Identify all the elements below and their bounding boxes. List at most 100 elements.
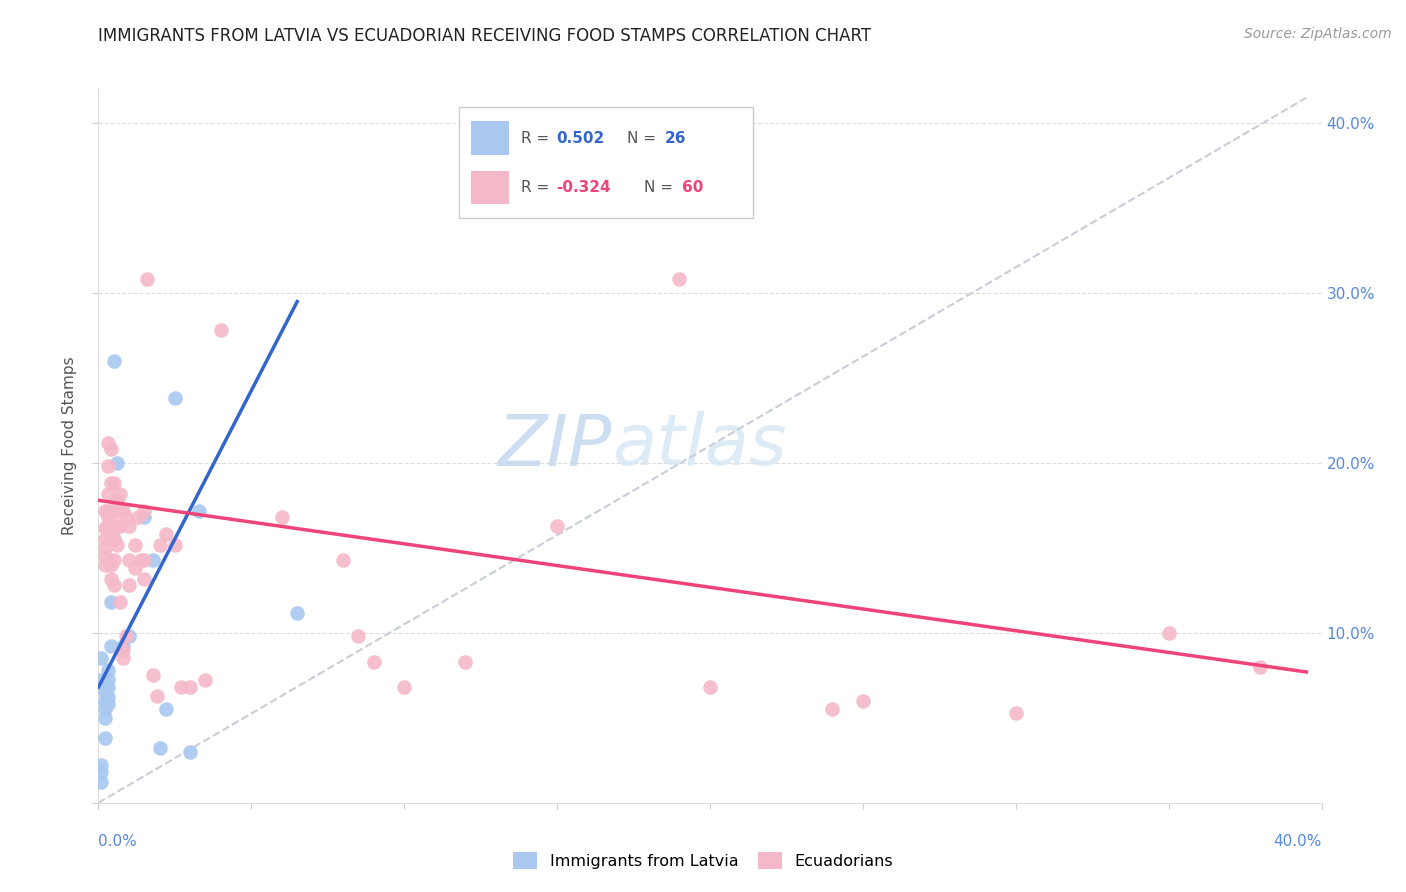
Point — [103, 533, 125, 547]
Text: Source: ZipAtlas.com: Source: ZipAtlas.com — [1244, 27, 1392, 41]
Point — [821, 702, 844, 716]
Point — [103, 533, 125, 547]
Point — [546, 519, 568, 533]
Point — [124, 537, 146, 551]
Point — [149, 537, 172, 551]
Point — [97, 680, 120, 694]
Point — [105, 456, 128, 470]
Point — [97, 459, 120, 474]
Point — [852, 694, 875, 708]
Point — [149, 741, 172, 756]
Point — [699, 680, 721, 694]
Point — [118, 553, 141, 567]
Point — [179, 745, 201, 759]
Point — [93, 685, 115, 699]
Point — [97, 663, 120, 677]
Text: 40.0%: 40.0% — [1274, 834, 1322, 849]
Point — [93, 503, 115, 517]
Point — [188, 503, 211, 517]
Point — [155, 527, 177, 541]
Point — [97, 486, 120, 500]
Point — [179, 680, 201, 694]
Point — [97, 672, 120, 686]
Point — [668, 272, 690, 286]
Point — [142, 553, 165, 567]
Point — [108, 486, 131, 500]
Point — [93, 731, 115, 746]
Point — [363, 655, 385, 669]
Point — [105, 519, 128, 533]
Point — [90, 758, 112, 772]
Point — [347, 629, 370, 643]
Point — [270, 510, 292, 524]
Point — [97, 435, 120, 450]
Point — [145, 689, 167, 703]
Point — [100, 572, 122, 586]
Point — [103, 503, 125, 517]
Point — [97, 519, 120, 533]
Point — [105, 493, 128, 508]
Point — [111, 643, 134, 657]
Point — [103, 354, 125, 368]
Point — [100, 476, 122, 491]
Point — [124, 561, 146, 575]
Point — [134, 553, 156, 567]
Point — [1157, 626, 1180, 640]
Point — [93, 549, 115, 564]
Point — [209, 323, 232, 337]
Point — [100, 442, 122, 457]
Point — [103, 519, 125, 533]
Point — [103, 476, 125, 491]
Point — [163, 537, 186, 551]
Point — [134, 510, 156, 524]
Text: atlas: atlas — [612, 411, 787, 481]
Point — [134, 503, 156, 517]
Point — [194, 673, 217, 688]
Point — [100, 503, 122, 517]
Point — [93, 711, 115, 725]
Point — [111, 651, 134, 665]
Point — [97, 510, 120, 524]
Point — [105, 503, 128, 517]
Text: ZIP: ZIP — [498, 411, 612, 481]
Point — [134, 572, 156, 586]
Point — [93, 558, 115, 572]
Point — [332, 553, 354, 567]
Point — [103, 578, 125, 592]
Point — [136, 272, 159, 286]
Point — [100, 533, 122, 547]
Point — [97, 690, 120, 705]
Point — [170, 680, 193, 694]
Point — [90, 765, 112, 780]
Point — [93, 702, 115, 716]
Point — [93, 533, 115, 547]
Point — [392, 680, 416, 694]
Point — [285, 606, 308, 620]
Point — [90, 673, 112, 688]
Point — [115, 510, 138, 524]
Point — [108, 519, 131, 533]
Point — [90, 775, 112, 789]
Point — [115, 629, 138, 643]
Point — [97, 698, 120, 712]
Y-axis label: Receiving Food Stamps: Receiving Food Stamps — [62, 357, 77, 535]
Point — [111, 503, 134, 517]
Point — [1004, 706, 1026, 720]
Point — [1249, 660, 1271, 674]
Point — [97, 503, 120, 517]
Point — [163, 392, 186, 406]
Point — [93, 520, 115, 534]
Point — [118, 519, 141, 533]
Point — [100, 595, 122, 609]
Point — [454, 655, 477, 669]
Point — [93, 694, 115, 708]
Point — [111, 640, 134, 654]
Point — [108, 503, 131, 517]
Point — [129, 553, 152, 567]
Text: IMMIGRANTS FROM LATVIA VS ECUADORIAN RECEIVING FOOD STAMPS CORRELATION CHART: IMMIGRANTS FROM LATVIA VS ECUADORIAN REC… — [98, 27, 872, 45]
Point — [127, 510, 149, 524]
Text: 0.0%: 0.0% — [98, 834, 138, 849]
Point — [142, 668, 165, 682]
Point — [108, 595, 131, 609]
Point — [103, 553, 125, 567]
